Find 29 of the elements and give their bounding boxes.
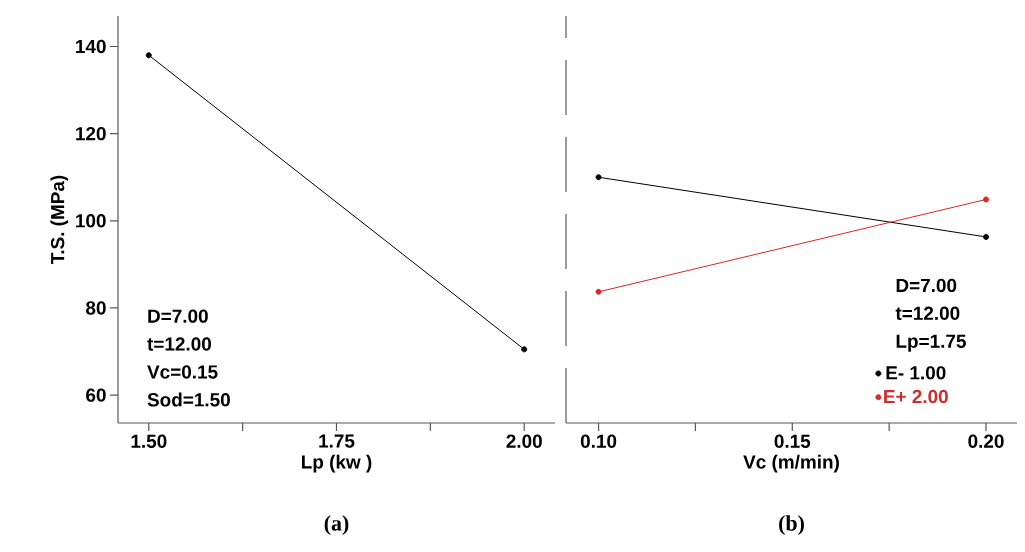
y-tick-label: 120 [76, 126, 106, 141]
y-tick-label: 80 [86, 301, 106, 315]
annotation: Sod=1.50 [147, 392, 230, 407]
x-tick-label: 1.50 [131, 434, 167, 448]
x-tick-label: 0.15 [774, 434, 811, 448]
point [983, 233, 990, 240]
x-tick-label: 2.00 [506, 434, 542, 448]
x-tick-label: 0.10 [580, 434, 617, 448]
y-tick-label: 60 [86, 388, 106, 402]
point [595, 174, 602, 181]
x-tick-label: 0.20 [968, 434, 1004, 448]
x-axis-title: Lp (kw ) [302, 454, 372, 473]
y-tick-label: 100 [76, 214, 106, 228]
y-tick-label: 140 [76, 39, 106, 54]
point [983, 196, 990, 203]
x-tick-label: 1.75 [319, 434, 355, 448]
x-axis-title: Vc (m/min) [743, 454, 839, 473]
annotation: Vc=0.15 [147, 365, 218, 379]
y-axis-title: T.S. (MPa) [50, 175, 69, 264]
text: (a) [324, 515, 349, 536]
annotation: D=7.00 [896, 278, 957, 293]
text: (b) [779, 515, 804, 536]
point [595, 288, 602, 295]
annotation: Lp=1.75 [896, 334, 966, 352]
annotation: t=12.00 [147, 337, 211, 351]
annotation: D=7.00 [148, 309, 208, 323]
legend-label: E- 1.00 [886, 366, 946, 380]
legend-label: E+ 2.00 [884, 389, 948, 404]
annotation: t=12.00 [895, 306, 960, 321]
